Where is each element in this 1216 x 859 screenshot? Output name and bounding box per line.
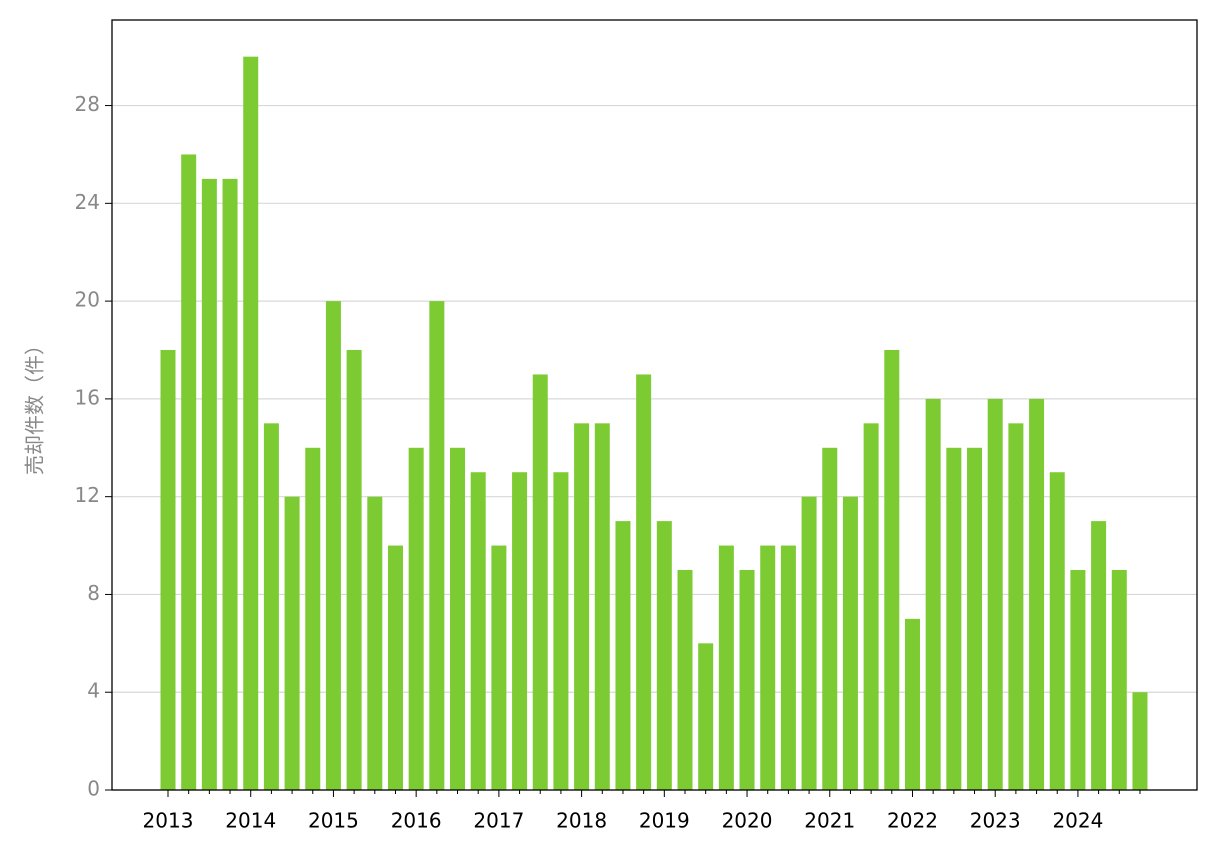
bar (801, 496, 817, 790)
bar (1132, 692, 1148, 790)
bar (1091, 521, 1107, 790)
bar (160, 350, 176, 790)
y-tick-label: 20 (75, 288, 100, 312)
bar (1070, 570, 1086, 790)
bar (636, 374, 652, 790)
bar (429, 301, 445, 790)
x-tick-label: 2020 (722, 809, 773, 833)
y-axis-label: 売却件数（件） (23, 335, 47, 475)
bar (1049, 472, 1065, 790)
bar (842, 496, 858, 790)
y-tick-label: 16 (75, 385, 100, 409)
bar (408, 447, 424, 790)
bar (822, 447, 838, 790)
x-tick-label: 2023 (970, 809, 1021, 833)
bar (532, 374, 548, 790)
bar (925, 398, 941, 790)
bar (1029, 398, 1045, 790)
bar (863, 423, 879, 790)
bar (904, 618, 920, 790)
bar (677, 570, 693, 790)
bar (201, 178, 217, 790)
bar (346, 350, 362, 790)
bar (739, 570, 755, 790)
bar (387, 545, 403, 790)
bar (698, 643, 714, 790)
bar (470, 472, 486, 790)
y-tick-label: 8 (87, 581, 100, 605)
x-tick-label: 2019 (639, 809, 690, 833)
x-tick-label: 2021 (804, 809, 855, 833)
bar (574, 423, 590, 790)
bar (305, 447, 321, 790)
y-tick-label: 4 (87, 679, 100, 703)
bar (222, 178, 238, 790)
bar (987, 398, 1003, 790)
bar (491, 545, 507, 790)
bar (181, 154, 197, 790)
x-tick-label: 2013 (143, 809, 194, 833)
bar (284, 496, 300, 790)
bar (263, 423, 279, 790)
y-tick-label: 28 (75, 92, 100, 116)
x-tick-label: 2024 (1052, 809, 1103, 833)
bar (1008, 423, 1024, 790)
plot-frame (111, 19, 1198, 791)
bar (760, 545, 776, 790)
bar (946, 447, 962, 790)
bar (553, 472, 569, 790)
x-tick-label: 2014 (225, 809, 276, 833)
bar (967, 447, 983, 790)
bar (656, 521, 672, 790)
bar (884, 350, 900, 790)
bar (594, 423, 610, 790)
y-tick-label: 0 (87, 777, 100, 801)
bar (512, 472, 528, 790)
x-tick-label: 2015 (308, 809, 359, 833)
x-tick-label: 2018 (556, 809, 607, 833)
bar (718, 545, 734, 790)
x-tick-label: 2022 (887, 809, 938, 833)
bar (1111, 570, 1127, 790)
y-tick-label: 24 (75, 190, 100, 214)
x-tick-label: 2017 (473, 809, 524, 833)
bar (615, 521, 631, 790)
bar (450, 447, 466, 790)
y-tick-label: 12 (75, 483, 100, 507)
bar (243, 56, 259, 790)
x-tick-label: 2016 (391, 809, 442, 833)
bar (367, 496, 383, 790)
bar (325, 301, 341, 790)
bar (780, 545, 796, 790)
